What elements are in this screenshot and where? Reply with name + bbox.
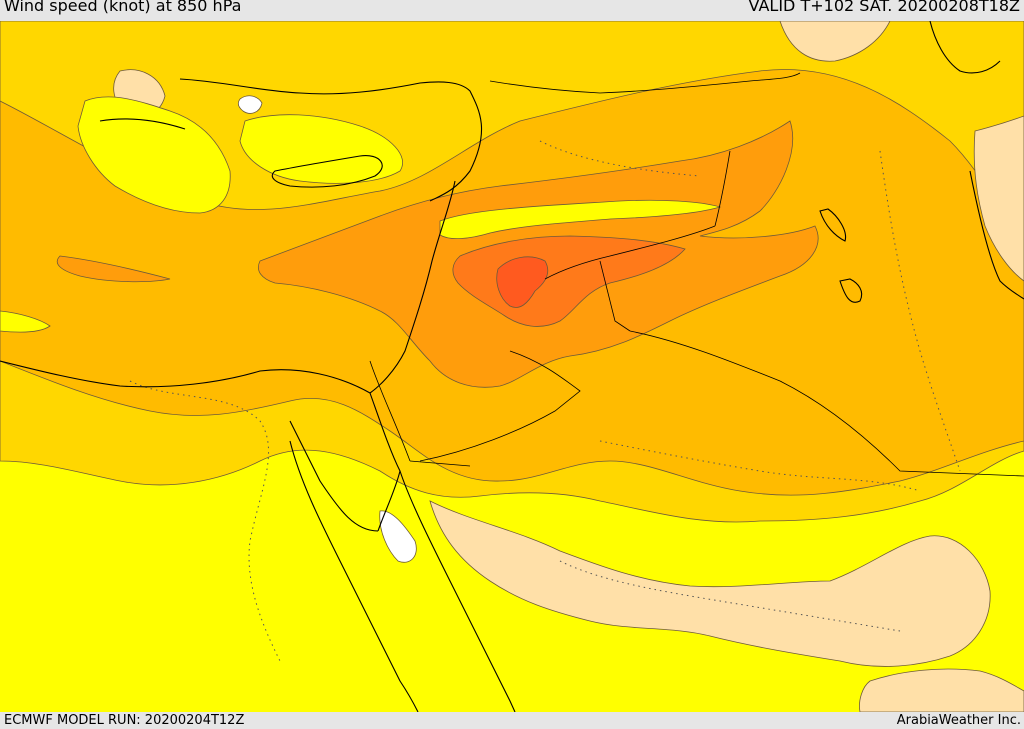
band-tan-north: [779, 21, 891, 62]
coastlines: [0, 21, 1024, 712]
model-run: ECMWF MODEL RUN: 20200204T12Z: [4, 713, 245, 728]
footer-bar: ECMWF MODEL RUN: 20200204T12Z ArabiaWeat…: [0, 712, 1024, 729]
header-bar: Wind speed (knot) at 850 hPa VALID T+102…: [0, 0, 1024, 21]
calm-spot-aqaba: [379, 510, 417, 563]
band-red-orange: [496, 256, 549, 308]
country-borders: [369, 72, 1024, 477]
pocket-yellow-lebanon: [439, 199, 722, 239]
pocket-yellow-aegean: [77, 96, 231, 214]
band-tan-southeast: [859, 668, 1024, 712]
dotted-borders: [129, 140, 961, 662]
band-tan-east: [973, 115, 1024, 282]
band-orange-west: [56, 255, 171, 283]
pocket-yellow-west: [0, 310, 51, 333]
band-tan-south: [429, 500, 991, 667]
map-canvas: [0, 21, 1024, 712]
pocket-yellow-cyprus: [239, 114, 403, 184]
calm-spot-rhodes: [237, 95, 263, 114]
map-title: Wind speed (knot) at 850 hPa: [4, 0, 242, 15]
brand-label: ArabiaWeather Inc.: [896, 713, 1021, 728]
valid-time: VALID T+102 SAT. 20200208T18Z: [748, 0, 1020, 15]
wind-speed-map[interactable]: [0, 21, 1024, 712]
